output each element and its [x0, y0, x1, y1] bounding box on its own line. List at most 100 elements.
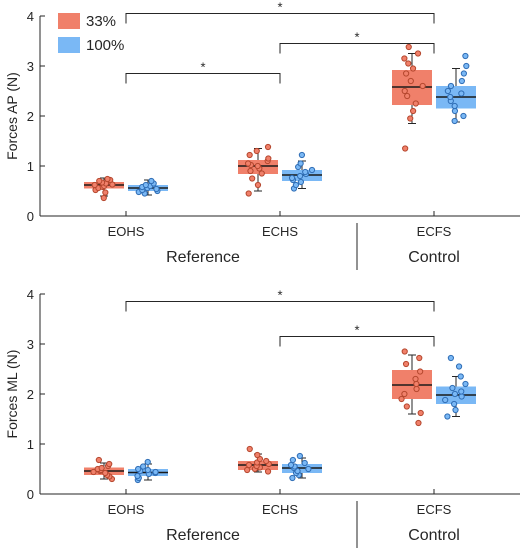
data-point [405, 60, 412, 67]
data-point [263, 457, 270, 465]
data-point [412, 100, 419, 107]
significance-bracket: * [125, 60, 281, 84]
data-point [102, 189, 109, 196]
box-33pct-eohs [84, 456, 124, 483]
data-point [244, 466, 251, 474]
legend-label-33: 33% [86, 13, 116, 30]
data-point [254, 451, 261, 459]
data-point [460, 112, 467, 120]
data-point [451, 107, 459, 115]
data-point [416, 354, 423, 362]
data-point [458, 77, 465, 85]
data-point [289, 456, 296, 464]
box-100pct-eohs [128, 177, 168, 197]
data-point [419, 82, 426, 90]
data-point [140, 463, 147, 470]
group-label-control: Control [408, 527, 460, 544]
data-point [444, 87, 452, 95]
box-33pct-eohs [84, 175, 124, 202]
data-point [296, 172, 304, 180]
data-point [95, 456, 102, 464]
data-point [458, 393, 465, 400]
y-tick-label: 1 [27, 159, 34, 174]
data-point [413, 380, 420, 388]
data-point [447, 82, 455, 90]
data-point [153, 185, 160, 193]
data-point [264, 143, 272, 151]
data-point [452, 406, 459, 414]
data-point [462, 52, 469, 60]
data-point [410, 107, 417, 115]
y-tick-label: 3 [27, 337, 34, 352]
data-point [398, 395, 405, 403]
y-tick-label: 4 [27, 9, 34, 24]
box-100pct-eohs [128, 458, 168, 484]
data-point [305, 465, 312, 473]
data-point [407, 77, 414, 85]
data-point [254, 181, 262, 189]
y-tick-label: 2 [27, 109, 34, 124]
data-point [254, 162, 261, 170]
significance-bracket: * [125, 0, 435, 24]
bracket-line [125, 73, 281, 84]
bracket-line [279, 43, 435, 54]
data-point [401, 390, 408, 398]
data-point [413, 385, 420, 393]
data-point [462, 380, 469, 388]
data-point [402, 145, 409, 152]
data-point [297, 178, 305, 186]
y-axis-title: Forces AP (N) [4, 72, 20, 160]
significance-bracket: * [125, 288, 435, 312]
y-tick-label: 3 [27, 59, 34, 74]
data-point [289, 474, 296, 482]
box-100pct-ecfs [436, 52, 476, 125]
box-33pct-echs [238, 445, 278, 475]
data-point [148, 177, 155, 185]
data-point [451, 400, 458, 408]
data-point [292, 181, 300, 189]
panel-2: 0 1 2 3 4 Forces ML (N) EOHS ECHS ECFS Reference C… [4, 287, 520, 548]
significance-star: * [277, 288, 282, 303]
significance-bracket: * [279, 323, 435, 347]
data-point [144, 458, 151, 466]
x-tick-label-echs: ECHS [262, 502, 298, 517]
box-33pct-ecfs [392, 43, 432, 152]
data-point [247, 167, 254, 175]
bracket-line [279, 336, 435, 347]
data-point [253, 147, 260, 155]
data-point [401, 87, 408, 95]
data-point [287, 461, 295, 469]
data-point [142, 181, 149, 189]
data-point [246, 445, 253, 453]
legend: 33% 100% [58, 13, 124, 54]
data-point [417, 409, 424, 417]
data-point [455, 363, 463, 370]
data-point [449, 384, 456, 392]
y-tick-label: 1 [27, 437, 34, 452]
y-tick-label: 2 [27, 387, 34, 402]
data-point [298, 151, 306, 159]
data-point [463, 62, 470, 70]
data-point [415, 419, 422, 427]
box-33pct-echs [238, 143, 278, 197]
group-label-reference: Reference [166, 527, 240, 544]
box-100pct-echs [282, 151, 322, 192]
y-tick-label: 4 [27, 287, 34, 302]
data-point [404, 92, 411, 100]
data-point [144, 466, 151, 474]
significance-star: * [200, 60, 205, 75]
data-point [246, 151, 253, 159]
data-point [134, 472, 141, 480]
data-point [442, 396, 449, 404]
x-tick-label-ecfs: ECFS [417, 502, 452, 517]
data-point [249, 175, 256, 182]
data-point [402, 360, 410, 368]
significance-star: * [354, 323, 359, 338]
data-point [104, 175, 111, 183]
data-point [414, 50, 422, 57]
group-label-reference: Reference [166, 249, 240, 266]
data-point [152, 468, 159, 476]
data-point [444, 413, 451, 420]
box-33pct-ecfs [392, 348, 432, 427]
data-point [447, 93, 454, 101]
